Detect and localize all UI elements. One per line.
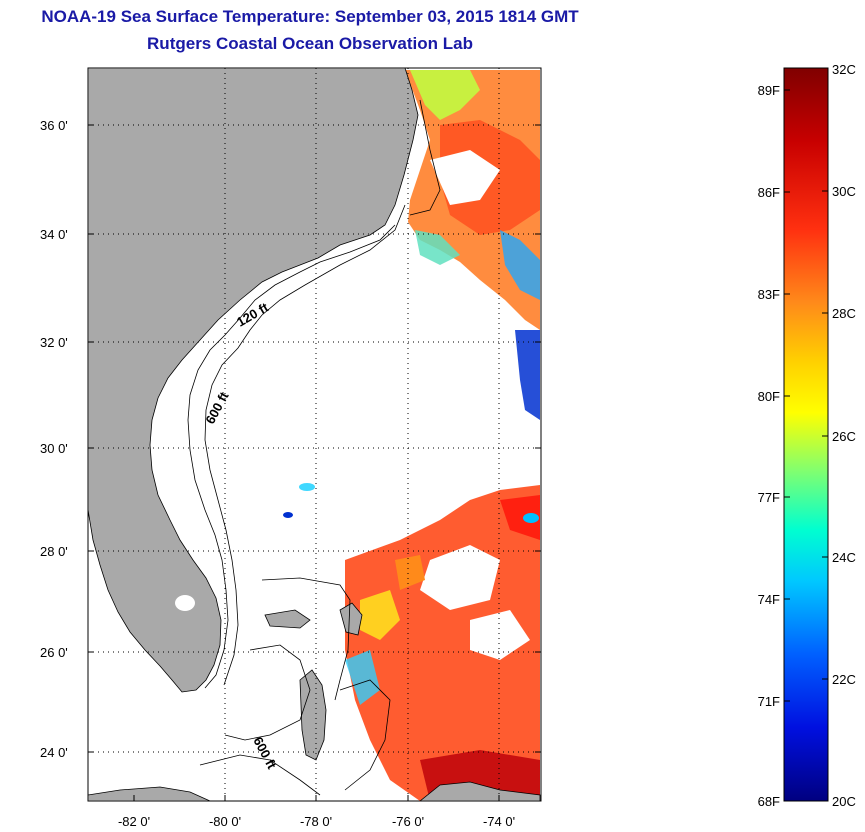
colorbar-c-label: 28C <box>832 306 856 321</box>
colorbar <box>783 67 829 802</box>
land-cuba <box>419 781 541 801</box>
lat-label: 30 0' <box>40 441 68 456</box>
colorbar-c-label: 22C <box>832 672 856 687</box>
lon-label: -78 0' <box>300 814 332 829</box>
grid <box>88 68 541 801</box>
land-bahamas <box>264 609 311 629</box>
colorbar-f-label: 80F <box>758 389 780 404</box>
lat-label: 32 0' <box>40 335 68 350</box>
lat-label: 26 0' <box>40 645 68 660</box>
map-subtitle: Rutgers Coastal Ocean Observation Lab <box>147 34 473 53</box>
lat-label: 34 0' <box>40 227 68 242</box>
colorbar-c-label: 20C <box>832 794 856 809</box>
colorbar-c-label: 24C <box>832 550 856 565</box>
colorbar-f-label: 86F <box>758 185 780 200</box>
map-title: NOAA-19 Sea Surface Temperature: Septemb… <box>41 7 579 26</box>
colorbar-f-label: 77F <box>758 490 780 505</box>
colorbar-f-label: 74F <box>758 592 780 607</box>
lon-label: -80 0' <box>209 814 241 829</box>
land-bahamas <box>299 669 327 761</box>
colorbar-c-label: 26C <box>832 429 856 444</box>
bathymetry-contours <box>187 99 441 796</box>
lake <box>98 603 108 611</box>
colorbar-ticks <box>784 67 828 702</box>
lat-label: 24 0' <box>40 745 68 760</box>
lon-label: -82 0' <box>118 814 150 829</box>
lat-label: 28 0' <box>40 544 68 559</box>
lake-okeechobee <box>175 595 195 611</box>
land-us-coast <box>88 68 419 693</box>
land-cuba <box>88 786 211 801</box>
frame-ticks <box>88 124 541 801</box>
colorbar-c-label: 30C <box>832 184 856 199</box>
colorbar-f-label: 71F <box>758 694 780 709</box>
colorbar-f-label: 89F <box>758 83 780 98</box>
lon-label: -74 0' <box>483 814 515 829</box>
colorbar-f-label: 83F <box>758 287 780 302</box>
colorbar-f-label: 68F <box>758 794 780 809</box>
colorbar-c-label: 32C <box>832 62 856 77</box>
lat-label: 36 0' <box>40 118 68 133</box>
lon-label: -76 0' <box>392 814 424 829</box>
